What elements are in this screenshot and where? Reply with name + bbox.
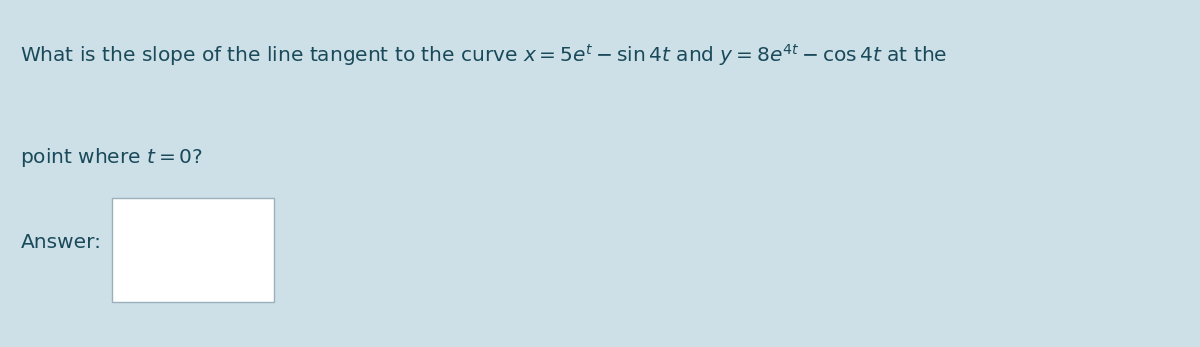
Text: What is the slope of the line tangent to the curve $x = 5e^{t} - \sin 4t$ and $y: What is the slope of the line tangent to… [20, 42, 948, 68]
FancyBboxPatch shape [112, 198, 274, 302]
Text: Answer:: Answer: [20, 234, 101, 252]
Text: point where $t = 0$?: point where $t = 0$? [20, 146, 204, 169]
